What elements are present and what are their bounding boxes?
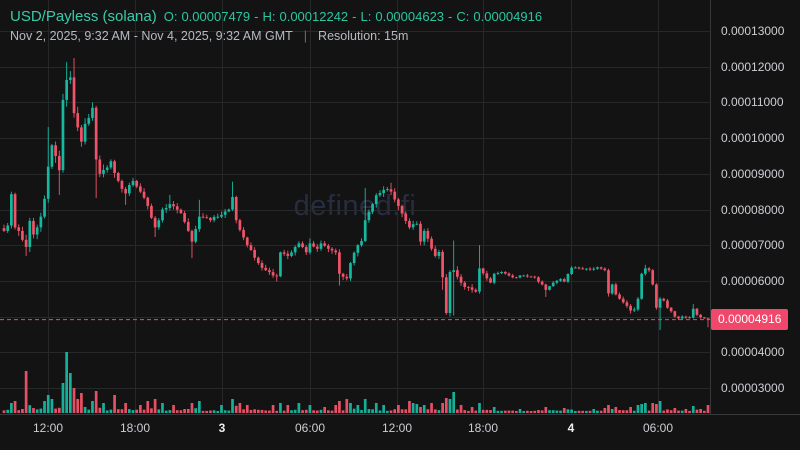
x-axis-tick-label: 12:00 — [32, 421, 64, 435]
y-axis-tick-label: 0.00012000 — [721, 60, 785, 74]
current-price-badge: 0.00004916 — [711, 309, 789, 330]
header-divider: | — [303, 29, 308, 43]
candles-layer — [2, 58, 710, 331]
y-axis-tick-label: 0.00003000 — [721, 381, 785, 395]
ohlc-separator: - — [448, 9, 453, 24]
ohlc-separator: - — [352, 9, 357, 24]
ohlc-low-value: 0.00004623 — [375, 9, 445, 24]
chart-header: USD/Payless (solana) O: 0.00007479- H: 0.000… — [10, 8, 546, 43]
y-axis-tick-label: 0.00013000 — [721, 24, 785, 38]
ohlc-open-value: 0.00007479 — [181, 9, 251, 24]
ohlc-low-label: L: — [360, 9, 372, 24]
y-axis-tick-label: 0.00004000 — [721, 345, 785, 359]
y-axis-tick-label: 0.00006000 — [721, 274, 785, 288]
date-range: Nov 2, 2025, 9:32 AM - Nov 4, 2025, 9:32… — [10, 29, 293, 43]
ohlc-summary: O: 0.00007479- H: 0.00012242- L: 0.00004623- C… — [164, 9, 546, 24]
ohlc-high-label: H: — [262, 9, 276, 24]
y-axis-tick-label: 0.00007000 — [721, 238, 785, 252]
ohlc-high-value: 0.00012242 — [279, 9, 349, 24]
y-axis-tick-label: 0.00008000 — [721, 203, 785, 217]
x-axis-tick-label: 06:00 — [642, 421, 674, 435]
pair-title: USD/Payless (solana) — [10, 8, 157, 25]
x-axis-tick-label: 4 — [567, 421, 575, 435]
grid-lines — [0, 0, 800, 415]
x-axis-tick-label: 18:00 — [467, 421, 499, 435]
resolution-label: Resolution: 15m — [318, 29, 409, 43]
y-axis-tick-label: 0.00011000 — [721, 95, 784, 109]
ohlc-close-value: 0.00004916 — [473, 9, 543, 24]
y-axis-tick-label: 0.00009000 — [721, 167, 785, 181]
ohlc-close-label: C: — [456, 9, 470, 24]
volume-layer — [2, 352, 710, 413]
y-axis-tick-label: 0.00010000 — [721, 131, 785, 145]
ohlc-separator: - — [254, 9, 259, 24]
x-axis-tick-label: 18:00 — [119, 421, 151, 435]
x-axis-tick-label: 12:00 — [381, 421, 413, 435]
ohlc-open-label: O: — [163, 9, 178, 24]
x-axis-tick-label: 06:00 — [294, 421, 326, 435]
x-axis-tick-label: 3 — [218, 421, 226, 435]
